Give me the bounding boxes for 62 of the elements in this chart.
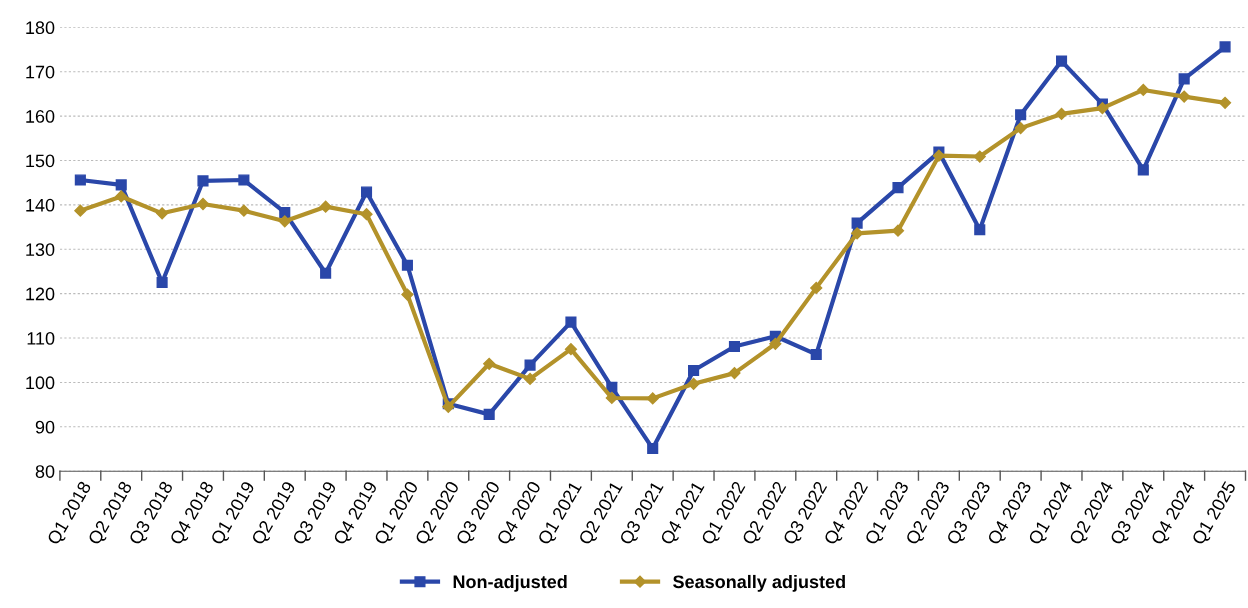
legend-label: Non-adjusted bbox=[453, 574, 567, 592]
point bbox=[156, 207, 169, 220]
point bbox=[851, 217, 863, 229]
legend-label: Seasonally adjusted bbox=[673, 574, 845, 592]
point bbox=[810, 281, 823, 294]
y-tick-label: 100 bbox=[26, 376, 55, 390]
y-tick-label: 130 bbox=[26, 243, 55, 256]
point bbox=[360, 208, 373, 221]
point bbox=[1096, 102, 1109, 115]
y-tick-label: 110 bbox=[27, 331, 55, 345]
point bbox=[891, 224, 905, 237]
y-tick-label: 80 bbox=[35, 465, 55, 478]
point bbox=[728, 340, 741, 353]
point bbox=[892, 182, 904, 194]
y-tick-label: 90 bbox=[35, 420, 55, 434]
point bbox=[647, 443, 659, 455]
point bbox=[279, 206, 291, 218]
point bbox=[237, 204, 250, 217]
point bbox=[156, 277, 168, 289]
point bbox=[932, 149, 945, 162]
point bbox=[769, 337, 782, 350]
point bbox=[728, 367, 741, 380]
point bbox=[1137, 83, 1150, 97]
y-tick-label: 150 bbox=[26, 154, 55, 168]
point bbox=[483, 408, 495, 420]
y-tick-label: 120 bbox=[26, 287, 55, 301]
point bbox=[605, 391, 618, 405]
point bbox=[1015, 109, 1027, 121]
point bbox=[688, 364, 700, 377]
point bbox=[115, 190, 128, 203]
point bbox=[1137, 164, 1149, 176]
point bbox=[197, 175, 209, 187]
point bbox=[1014, 122, 1027, 135]
y-tick-label: 160 bbox=[26, 110, 55, 123]
point bbox=[483, 357, 496, 370]
point bbox=[1055, 55, 1068, 67]
point bbox=[401, 259, 413, 271]
point bbox=[1178, 73, 1190, 85]
point bbox=[565, 316, 577, 328]
point bbox=[401, 288, 414, 301]
point bbox=[74, 174, 86, 186]
point bbox=[1055, 107, 1068, 121]
point bbox=[115, 179, 127, 191]
point bbox=[1219, 41, 1231, 53]
y-tick-label: 170 bbox=[26, 65, 55, 79]
point bbox=[1178, 90, 1191, 103]
point bbox=[319, 200, 332, 213]
point bbox=[360, 186, 373, 198]
point bbox=[974, 224, 986, 236]
point bbox=[1218, 96, 1232, 109]
point bbox=[320, 267, 332, 279]
point bbox=[238, 174, 250, 186]
point bbox=[564, 343, 578, 356]
y-tick-label: 180 bbox=[26, 21, 55, 35]
point bbox=[196, 197, 210, 211]
point bbox=[687, 377, 700, 390]
point bbox=[523, 372, 537, 385]
point bbox=[278, 215, 291, 228]
y-tick-label: 140 bbox=[26, 198, 55, 212]
point bbox=[524, 359, 536, 371]
point bbox=[74, 204, 87, 217]
point bbox=[810, 348, 822, 361]
